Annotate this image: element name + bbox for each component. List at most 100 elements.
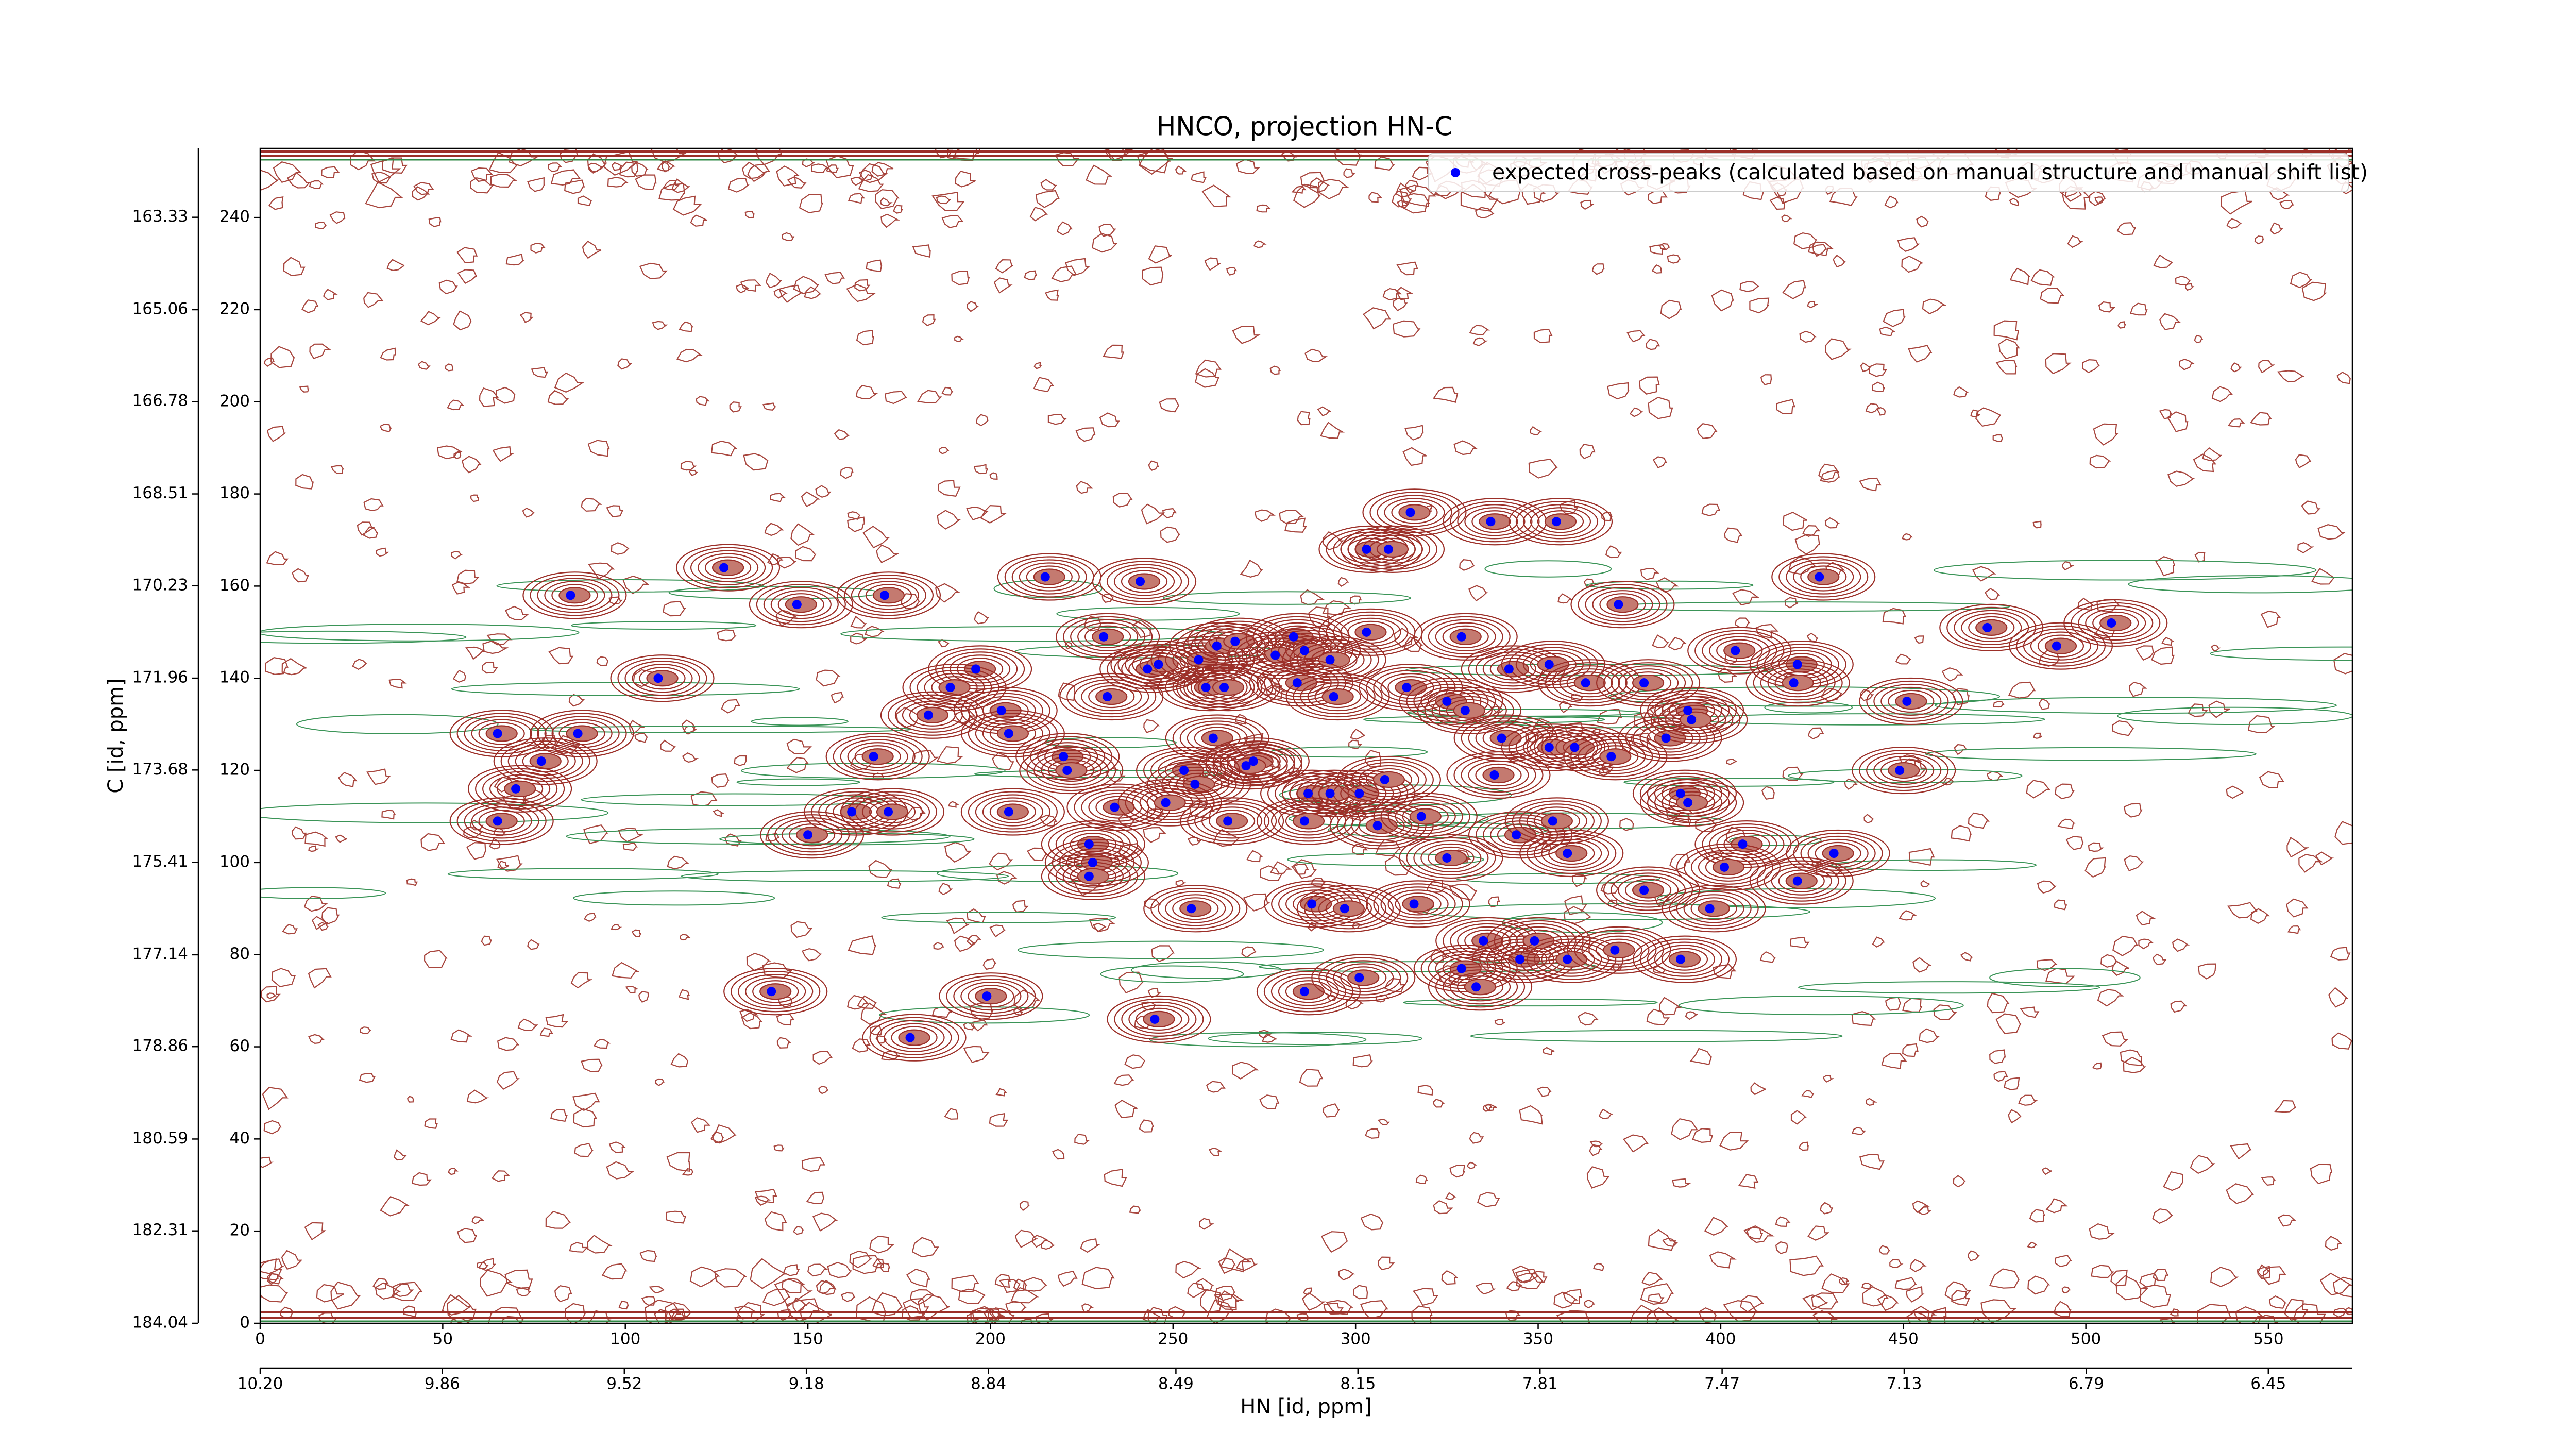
noise-contour — [666, 1152, 690, 1172]
green-contour — [2116, 706, 2352, 726]
cross-peak-marker — [1099, 632, 1109, 642]
noise-contour — [1393, 320, 1421, 338]
peak-contour — [968, 791, 1058, 833]
cross-peak-marker — [923, 710, 933, 720]
noise-contour — [1793, 232, 1818, 249]
peak-contour — [1464, 507, 1526, 536]
peak-contour — [1318, 957, 1409, 999]
peak-contour — [1880, 686, 1942, 716]
peak-contour — [1624, 879, 1672, 902]
noise-contour — [2249, 412, 2272, 426]
noise-contour — [2336, 372, 2351, 384]
noise-contour — [596, 656, 608, 666]
peak-contour — [756, 584, 846, 626]
noise-contour — [457, 269, 478, 284]
noise-contour — [560, 148, 579, 163]
noise-contour — [2155, 555, 2176, 577]
cross-peak-marker — [1456, 964, 1466, 973]
peak-contour — [697, 553, 759, 582]
noise-contour — [1824, 338, 1852, 360]
noise-contour — [1460, 183, 1499, 212]
noise-contour — [2037, 880, 2057, 894]
peak-contour — [632, 664, 693, 693]
peak-contour — [953, 979, 1029, 1014]
noise-contour — [1175, 1261, 1202, 1279]
noise-contour — [918, 1293, 950, 1321]
noise-contour — [1323, 1103, 1340, 1118]
noise-contour — [550, 1109, 568, 1122]
noise-contour — [1589, 1140, 1604, 1148]
noise-contour — [1648, 1229, 1676, 1251]
noise-contour — [1860, 362, 1872, 373]
noise-contour — [649, 1286, 665, 1294]
noise-contour — [955, 171, 976, 188]
noise-contour — [1047, 414, 1067, 425]
noise-contour — [2110, 1269, 2128, 1287]
noise-contour — [1213, 829, 1241, 847]
noise-contour — [1143, 898, 1161, 909]
noise-contour — [1378, 1256, 1395, 1271]
cross-peak-marker — [1683, 705, 1693, 715]
noise-contour — [857, 995, 877, 1009]
noise-contour — [893, 205, 903, 214]
peak-contour — [1428, 689, 1475, 713]
noise-contour — [671, 178, 690, 193]
noise-contour — [2092, 1062, 2102, 1070]
noise-contour — [1820, 469, 1840, 483]
x-tick-label: 0 — [255, 1330, 265, 1349]
noise-contour — [2088, 842, 2105, 852]
noise-contour — [1659, 997, 1682, 1016]
peak-contour — [1347, 528, 1438, 570]
noise-contour — [445, 363, 454, 372]
peak-contour — [1117, 779, 1222, 827]
y2-tick-label: 166.78 — [132, 392, 188, 410]
noise-contour — [1384, 978, 1405, 992]
noise-contour — [2008, 1109, 2022, 1124]
peak-contour — [1888, 689, 1935, 713]
noise-contour — [1972, 566, 1996, 582]
noise-contour — [548, 162, 562, 173]
peak-contour — [854, 745, 901, 768]
noise-contour — [1058, 682, 1076, 701]
noise-contour — [801, 491, 821, 507]
noise-contour — [2124, 855, 2144, 871]
noise-contour — [295, 474, 314, 490]
cross-peak-marker — [1544, 660, 1554, 669]
noise-contour — [1639, 376, 1660, 395]
noise-contour — [2064, 189, 2082, 202]
noise-contour — [1029, 207, 1048, 222]
peak-contour — [1807, 838, 1869, 868]
noise-contour — [1665, 804, 1694, 823]
peak-contour — [1077, 622, 1139, 651]
noise-contour — [2093, 423, 2119, 446]
noise-contour — [466, 841, 486, 860]
noise-contour — [488, 151, 519, 174]
x-tick-label: 550 — [2253, 1330, 2283, 1349]
peak-contour — [950, 654, 1011, 684]
noise-contour — [783, 1264, 800, 1276]
noise-contour — [902, 1298, 929, 1319]
noise-contour — [1352, 1054, 1374, 1068]
y-tick-label: 200 — [219, 392, 250, 410]
peak-contour — [1336, 805, 1427, 847]
noise-contour — [750, 1258, 786, 1289]
noise-contour — [1469, 1132, 1484, 1144]
peak-contour — [1508, 498, 1613, 546]
green-contour — [1470, 1030, 1843, 1042]
noise-contour — [1114, 1099, 1138, 1119]
cross-peak-marker — [1683, 798, 1693, 807]
cross-peak-marker — [1340, 904, 1349, 914]
peak-contour — [1774, 671, 1821, 695]
noise-contour — [1057, 221, 1073, 235]
noise-contour — [318, 1312, 338, 1323]
peak-contour — [843, 575, 934, 616]
legend-marker — [1451, 168, 1460, 177]
peak-contour — [1391, 501, 1438, 524]
peak-contour — [1326, 960, 1401, 996]
noise-contour — [570, 972, 593, 989]
noise-contour — [1782, 766, 1804, 781]
noise-contour — [281, 658, 307, 676]
noise-contour — [1808, 241, 1834, 257]
cross-peak-marker — [1136, 577, 1145, 586]
peak-contour — [456, 800, 547, 842]
